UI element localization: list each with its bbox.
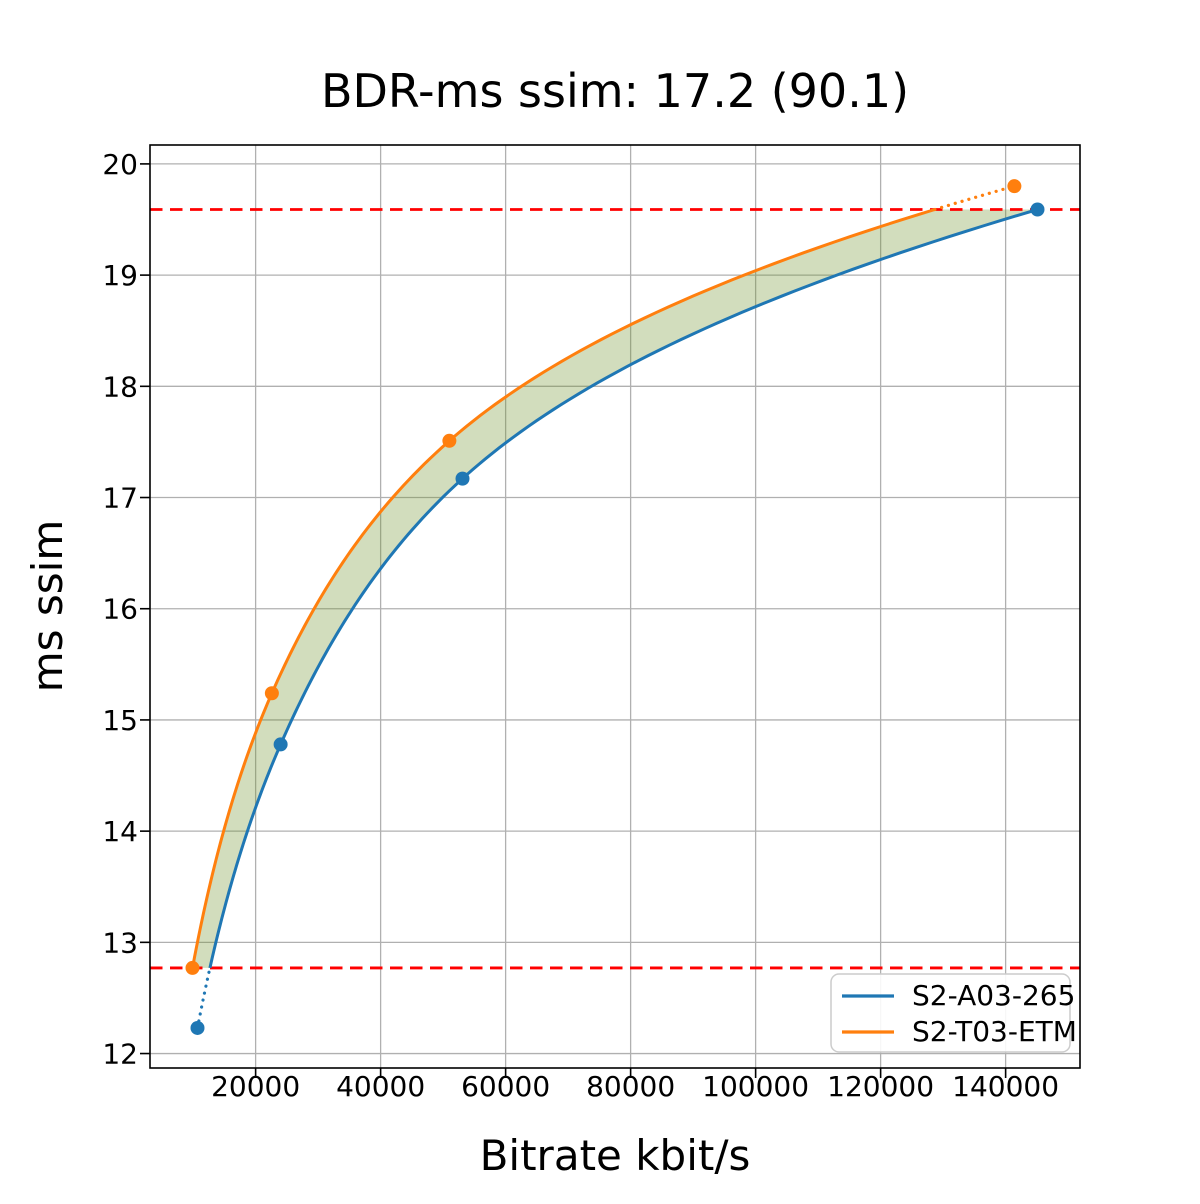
curve-dotted-tail-S2-T03-ETM: [933, 184, 1016, 212]
x-tick-label: 40000: [336, 1070, 425, 1103]
y-tick-label: 20: [102, 148, 138, 181]
legend-label-s2-t03-etm: S2-T03-ETM: [912, 1015, 1077, 1048]
data-point-S2-A03-265: [1030, 202, 1045, 217]
data-point-S2-A03-265: [273, 737, 288, 752]
data-point-S2-T03-ETM: [1007, 179, 1022, 194]
curve-dotted-tail-S2-A03-265: [195, 966, 212, 1030]
chart-title: BDR-ms ssim: 17.2 (90.1): [321, 64, 909, 118]
x-tick-label: 120000: [827, 1070, 934, 1103]
y-tick-label: 14: [102, 815, 138, 848]
data-point-S2-A03-265: [455, 471, 470, 486]
data-point-S2-T03-ETM: [185, 960, 200, 975]
fill-layer: [192, 209, 1038, 968]
x-tick-label: 140000: [952, 1070, 1059, 1103]
y-tick-label: 18: [102, 370, 138, 403]
y-tick-label: 17: [102, 482, 138, 515]
overlap-lines-layer: [150, 208, 1080, 970]
legend: S2-A03-265 S2-T03-ETM: [830, 973, 1077, 1053]
y-tick-label: 19: [102, 259, 138, 292]
data-point-S2-T03-ETM: [264, 686, 279, 701]
x-tick-label: 100000: [702, 1070, 809, 1103]
x-tick-label: 20000: [211, 1070, 300, 1103]
axes-frame: [149, 144, 1081, 1069]
legend-label-s2-a03-265: S2-A03-265: [912, 979, 1075, 1012]
curve-S2-A03-265: [208, 208, 1038, 969]
x-axis-label: Bitrate kbit/s: [480, 1131, 751, 1180]
frame-layer: [149, 144, 1081, 1069]
x-tick-label: 80000: [586, 1070, 675, 1103]
bd-shaded-area: [192, 209, 1038, 968]
x-tick-label: 60000: [461, 1070, 550, 1103]
y-tick-label: 13: [102, 926, 138, 959]
data-point-S2-A03-265: [190, 1020, 205, 1035]
y-tick-label: 15: [102, 704, 138, 737]
curve-S2-T03-ETM: [191, 208, 936, 969]
y-tick-label: 12: [102, 1038, 138, 1071]
y-tick-label: 16: [102, 593, 138, 626]
ticks-layer: 20000 40000 60000 80000 100000 120000 140000 12…: [102, 148, 1059, 1103]
grid-layer: [150, 145, 1080, 1068]
series-layer: [185, 179, 1045, 1035]
y-axis-label: ms ssim: [23, 520, 72, 693]
data-point-S2-T03-ETM: [442, 433, 457, 448]
